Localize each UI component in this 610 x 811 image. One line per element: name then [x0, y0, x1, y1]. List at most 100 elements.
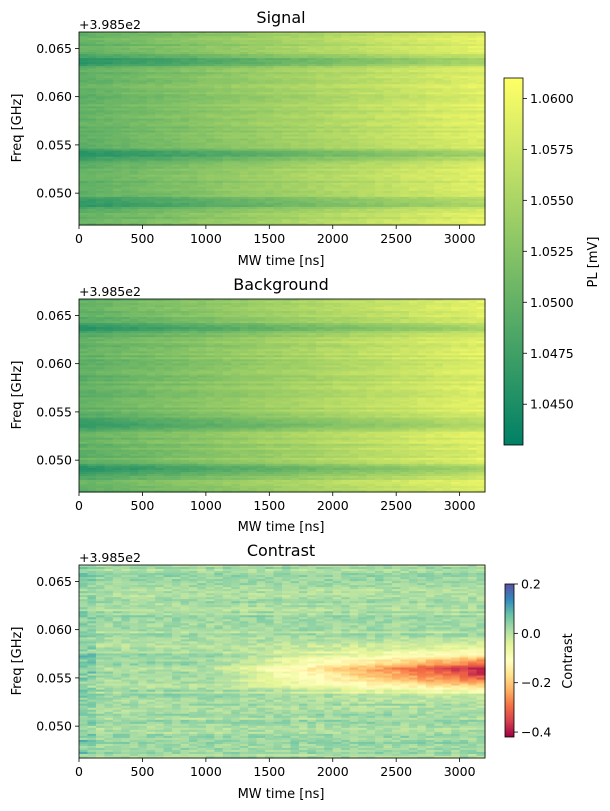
heatmap-cell: [400, 62, 410, 65]
heatmap-cell: [324, 58, 334, 61]
heatmap-cell: [188, 38, 199, 41]
heatmap-cell: [442, 44, 452, 47]
heatmap-cell: [256, 44, 266, 47]
heatmap-cell: [121, 44, 131, 47]
heatmap-cell: [341, 62, 351, 65]
heatmap-cell: [298, 44, 308, 47]
heatmap-cell: [391, 38, 402, 41]
heatmap-cell: [282, 42, 292, 45]
heatmap-cell: [358, 50, 368, 53]
heatmap-cell: [87, 36, 97, 39]
heatmap-cell: [188, 54, 199, 57]
heatmap-cell: [366, 36, 376, 39]
heatmap-cell: [434, 60, 444, 63]
heatmap-cell: [155, 56, 165, 59]
heatmap-cell: [248, 62, 258, 65]
heatmap-cell: [79, 58, 89, 61]
heatmap-cell: [366, 58, 376, 61]
heatmap-cell: [282, 36, 292, 39]
heatmap-cell: [442, 48, 452, 51]
heatmap-cell: [163, 60, 173, 63]
heatmap-cell: [129, 56, 139, 59]
heatmap-cell: [451, 32, 461, 35]
heatmap-cell: [95, 56, 105, 59]
heatmap-cell: [341, 56, 351, 59]
heatmap-cell: [138, 36, 148, 39]
heatmap-cell: [231, 32, 241, 35]
background-y-offset-label: +3.985e2: [79, 284, 141, 299]
heatmap-cell: [451, 50, 461, 53]
heatmap-cell: [400, 42, 410, 45]
heatmap-cell: [248, 48, 258, 51]
heatmap-cell: [451, 62, 461, 65]
heatmap-cell: [282, 62, 292, 65]
heatmap-cell: [138, 34, 148, 37]
heatmap-cell: [459, 50, 469, 53]
heatmap-cell: [358, 36, 368, 39]
heatmap-cell: [231, 38, 241, 41]
heatmap-cell: [358, 32, 368, 35]
heatmap-cell: [231, 58, 241, 61]
heatmap-cell: [459, 58, 469, 61]
heatmap-cell: [425, 34, 435, 37]
heatmap-cell: [282, 34, 292, 37]
heatmap-cell: [197, 60, 207, 63]
heatmap-cell: [95, 60, 105, 63]
heatmap-cell: [265, 34, 275, 37]
heatmap-cell: [476, 40, 486, 43]
heatmap-cell: [341, 40, 351, 43]
heatmap-cell: [375, 58, 385, 61]
heatmap-cell: [391, 32, 402, 35]
heatmap-cell: [315, 62, 325, 65]
heatmap-cell: [138, 32, 148, 35]
heatmap-cell: [146, 56, 156, 59]
heatmap-cell: [248, 36, 258, 39]
heatmap-cell: [180, 52, 190, 55]
heatmap-cell: [476, 46, 486, 49]
heatmap-cell: [417, 32, 427, 35]
heatmap-cell: [298, 36, 308, 39]
heatmap-cell: [332, 62, 342, 65]
heatmap-cell: [112, 58, 122, 61]
heatmap-cell: [172, 56, 182, 59]
heatmap-cell: [172, 46, 182, 49]
heatmap-cell: [273, 50, 283, 53]
heatmap-cell: [298, 48, 308, 51]
heatmap-cell: [391, 60, 402, 63]
heatmap-cell: [324, 38, 334, 41]
heatmap-cell: [180, 58, 190, 61]
heatmap-cell: [163, 56, 173, 59]
heatmap-cell: [451, 58, 461, 61]
heatmap-cell: [400, 32, 410, 35]
heatmap-cell: [383, 48, 393, 51]
heatmap-cell: [451, 38, 461, 41]
heatmap-cell: [112, 52, 122, 55]
heatmap-cell: [349, 44, 359, 47]
heatmap-cell: [197, 34, 207, 37]
heatmap-cell: [341, 34, 351, 37]
heatmap-cell: [417, 62, 427, 65]
heatmap-cell: [349, 58, 359, 61]
heatmap-cell: [214, 38, 224, 41]
heatmap-cell: [408, 44, 418, 47]
heatmap-cell: [239, 56, 249, 59]
heatmap-cell: [273, 52, 283, 55]
heatmap-cell: [349, 62, 359, 65]
heatmap-cell: [451, 42, 461, 45]
heatmap-cell: [239, 62, 249, 65]
heatmap-cell: [408, 36, 418, 39]
heatmap-cell: [248, 44, 258, 47]
heatmap-cell: [476, 48, 486, 51]
heatmap-cell: [425, 42, 435, 45]
heatmap-cell: [459, 32, 469, 35]
heatmap-cell: [442, 50, 452, 53]
heatmap-cell: [307, 40, 317, 43]
heatmap-cell: [383, 32, 393, 35]
heatmap-cell: [172, 52, 182, 55]
heatmap-cell: [104, 38, 114, 41]
heatmap-cell: [197, 58, 207, 61]
heatmap-cell: [341, 44, 351, 47]
heatmap-cell: [95, 58, 105, 61]
heatmap-cell: [197, 62, 207, 65]
heatmap-cell: [400, 40, 410, 43]
